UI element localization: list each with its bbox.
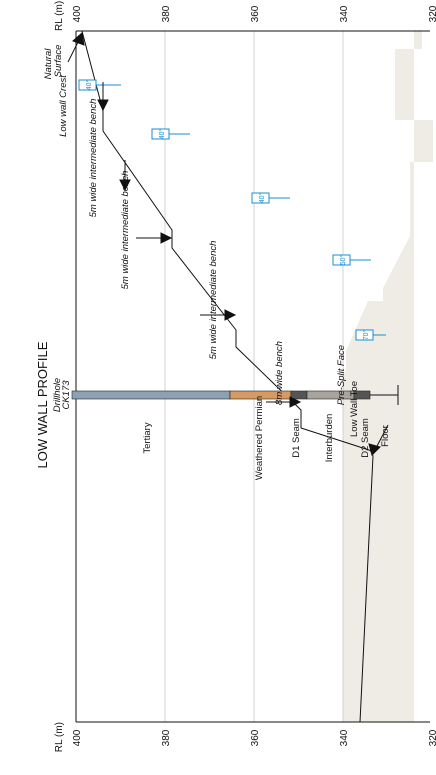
annotation-low-wall-crest: Low wall Crest	[58, 75, 69, 137]
axis-label-top: RL (m)	[54, 1, 65, 31]
angle-badges	[78, 79, 386, 341]
layer-label-tertiary: Tertiary	[142, 422, 153, 453]
annotation-bench-4: 8m wide bench	[274, 341, 285, 405]
page-title: LOW WALL PROFILE	[35, 341, 50, 468]
angle-label: 40°	[85, 80, 93, 91]
annotation-bench-3: 5m wide intermediate bench	[208, 241, 219, 360]
drillhole-name: Drillhole	[52, 378, 63, 412]
tick-left-320: 320	[428, 729, 436, 746]
tick-left-400: 400	[72, 729, 83, 746]
layer-d1-seam	[290, 390, 308, 400]
tick-left-340: 340	[339, 729, 350, 746]
axis-label-left: RL (m)	[54, 722, 65, 752]
layer-label-floor: Floor	[380, 425, 391, 447]
layer-label-d2-seam: D2 Seam	[360, 418, 371, 458]
angle-label: 50°	[339, 255, 347, 266]
tick-left-360: 360	[250, 729, 261, 746]
annotation-bench-2: 5m wide intermediate bench	[120, 171, 131, 290]
layer-label-weathered-permian: Weathered Permian	[254, 396, 265, 480]
annotation-low-wall-toe: Low Wall Toe	[349, 381, 360, 437]
angle-labels: 40° 40° 40° 50° 70°	[85, 80, 370, 341]
arrow-toe	[375, 424, 389, 449]
floor-line	[359, 455, 374, 723]
ground-mass	[82, 31, 433, 722]
tick-top-360: 360	[250, 5, 261, 22]
tick-top-380: 380	[161, 5, 172, 22]
layer-tertiary	[71, 390, 231, 400]
annotation-surface: Surface	[53, 45, 64, 78]
annotation-bench-1: 5m wide intermediate bench	[88, 99, 99, 218]
arrows	[67, 32, 389, 456]
angle-label: 70°	[362, 330, 370, 341]
angle-label: 40°	[258, 193, 266, 204]
annotation-pre-split-face: Pre-Split Face	[336, 345, 347, 405]
tick-top-400: 400	[72, 5, 83, 22]
layer-label-interburden: Interburden	[324, 414, 335, 463]
tick-top-340: 340	[339, 5, 350, 22]
drillhole-id: CK173	[61, 380, 72, 410]
angle-label: 40°	[158, 129, 166, 140]
annotation-natural: Natural	[43, 48, 54, 80]
profile-line	[81, 30, 374, 457]
arrow-natural-surface	[67, 39, 80, 63]
tick-left-380: 380	[161, 729, 172, 746]
drillhole-column	[71, 385, 399, 405]
layer-label-d1-seam: D1 Seam	[291, 418, 302, 458]
tick-top-320: 320	[428, 5, 436, 22]
